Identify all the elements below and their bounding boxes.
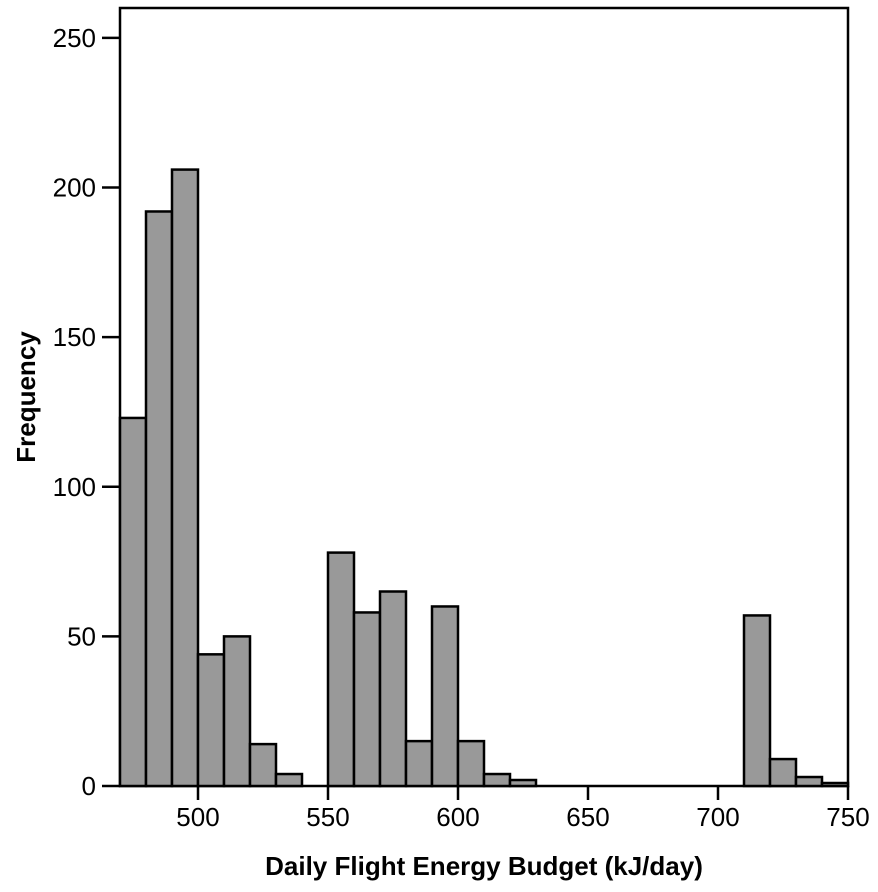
y-tick-label: 50 xyxy=(67,621,96,651)
histogram-bar xyxy=(378,590,408,788)
y-tick-label: 100 xyxy=(53,472,96,502)
histogram-bar xyxy=(222,635,252,788)
histogram-bar xyxy=(456,739,486,788)
histogram-bar xyxy=(404,739,434,788)
y-axis-title: Frequency xyxy=(11,331,41,463)
y-tick-label: 200 xyxy=(53,173,96,203)
histogram-bar xyxy=(508,778,538,788)
histogram-bar xyxy=(794,775,824,788)
histogram-bar xyxy=(326,551,356,788)
x-tick-label: 700 xyxy=(696,802,739,832)
y-tick-label: 0 xyxy=(82,771,96,801)
histogram-bar xyxy=(352,611,382,788)
histogram-bar xyxy=(196,653,226,788)
y-tick-label: 150 xyxy=(53,322,96,352)
histogram-bar xyxy=(482,772,512,788)
histogram-bar xyxy=(248,742,278,788)
histogram-bar xyxy=(820,781,850,788)
x-axis-title: Daily Flight Energy Budget (kJ/day) xyxy=(265,851,703,881)
histogram-bar xyxy=(144,210,174,788)
histogram-bar xyxy=(274,772,304,788)
y-axis: 0 50 100 150 200 250 xyxy=(53,23,120,801)
histogram-bar xyxy=(768,757,798,788)
y-tick-label: 250 xyxy=(53,23,96,53)
histogram-bar xyxy=(170,168,200,788)
histogram-bar xyxy=(118,416,148,788)
x-tick-label: 500 xyxy=(176,802,219,832)
histogram-bar xyxy=(430,605,460,788)
x-axis: 500 550 600 650 700 750 xyxy=(176,786,870,832)
x-tick-label: 750 xyxy=(826,802,869,832)
bars-group xyxy=(118,168,850,788)
x-tick-label: 600 xyxy=(436,802,479,832)
x-tick-label: 650 xyxy=(566,802,609,832)
x-tick-label: 550 xyxy=(306,802,349,832)
histogram-bar xyxy=(742,614,772,788)
